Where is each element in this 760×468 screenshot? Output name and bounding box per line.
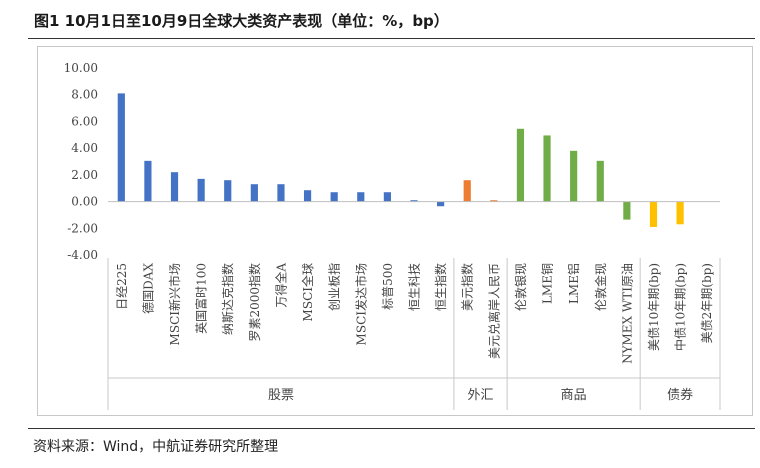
- category-label: MSCI全球: [300, 263, 315, 321]
- bar: [277, 184, 285, 202]
- bar: [463, 180, 471, 202]
- category-label: 万得全A: [273, 263, 288, 308]
- category-label: 恒生科技: [408, 263, 422, 311]
- bar: [383, 192, 391, 202]
- bar: [490, 200, 498, 202]
- category-label: LME铝: [566, 263, 581, 304]
- category-label: 中债10年期(bp): [673, 263, 688, 351]
- category-label: 恒生指数: [433, 263, 448, 311]
- y-tick-label: -2.00: [67, 221, 98, 235]
- group-label: 商品: [561, 388, 587, 403]
- bar: [170, 172, 179, 202]
- y-tick-label: 0.00: [71, 195, 98, 209]
- bar: [197, 178, 205, 202]
- bar: [224, 180, 232, 202]
- bar: [303, 190, 312, 202]
- group-label: 债券: [667, 387, 693, 403]
- category-label: 美元兑离岸人民币: [486, 263, 501, 359]
- category-label: 日经225: [115, 263, 129, 310]
- bar: [623, 201, 631, 220]
- top-rule: [28, 38, 755, 39]
- group-label: 外汇: [468, 388, 494, 403]
- bar: [676, 201, 684, 225]
- category-label: 罗素2000指数: [247, 263, 262, 342]
- y-tick-label: 2.00: [71, 168, 98, 182]
- bottom-rule: [28, 428, 755, 429]
- category-label: LME铜: [540, 263, 555, 304]
- category-label: 纳斯达克指数: [220, 263, 235, 335]
- group-label: 股票: [268, 388, 294, 403]
- bar: [330, 192, 338, 202]
- category-label: MSCI发达市场: [353, 263, 368, 345]
- bar: [596, 160, 604, 202]
- y-tick-label: 8.00: [71, 88, 98, 102]
- bar: [649, 201, 658, 227]
- source-note: 资料来源：Wind，中航证券研究所整理: [33, 439, 279, 455]
- category-label: 伦敦银现: [513, 263, 528, 311]
- category-label: 美元指数: [460, 263, 475, 311]
- y-tick-label: 10.00: [64, 61, 98, 75]
- bar: [410, 200, 418, 202]
- category-label: NYMEX WTI原油: [620, 263, 634, 364]
- bar: [570, 150, 578, 202]
- bar: [250, 184, 258, 202]
- category-label: 德国DAX: [140, 263, 155, 314]
- category-label: 美债10年期(bp): [647, 263, 661, 351]
- figure-title: 图1 10月1日至10月9日全球大类资产表现（单位：%，bp）: [34, 12, 449, 30]
- bar: [437, 201, 445, 207]
- bar: [144, 160, 152, 202]
- y-tick-label: 6.00: [71, 114, 98, 128]
- y-tick-label: 4.00: [71, 141, 98, 155]
- bar: [357, 192, 365, 202]
- category-label: 伦敦金现: [593, 263, 608, 311]
- category-label: 创业板指: [327, 263, 342, 311]
- y-tick-label: -4.00: [67, 248, 98, 262]
- bar: [543, 135, 551, 202]
- bar: [516, 128, 525, 202]
- bar: [117, 93, 125, 202]
- category-label: 标普500: [381, 263, 395, 310]
- chart-frame: [37, 46, 753, 416]
- category-label: MSCI新兴市场: [167, 263, 182, 345]
- category-label: 美债2年期(bp): [700, 263, 714, 343]
- category-label: 英国富时100: [194, 263, 209, 334]
